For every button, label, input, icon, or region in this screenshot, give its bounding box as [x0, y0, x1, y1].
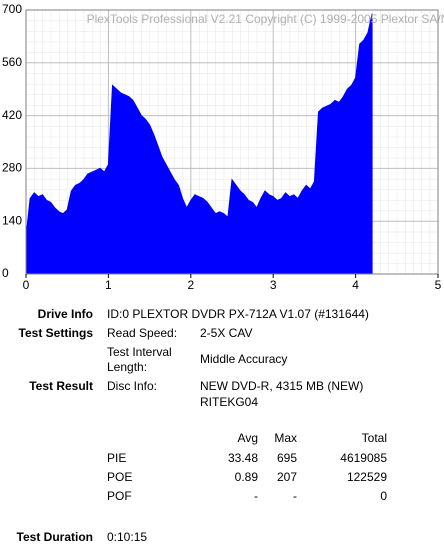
x-tick-label: 3 — [270, 278, 277, 292]
label: Disc Info: — [107, 379, 158, 393]
cell: 0.89 — [234, 470, 258, 484]
plot — [25, 13, 373, 275]
watermark: PlexTools Professional V2.21 Copyright (… — [87, 12, 444, 26]
cell: - — [254, 489, 258, 503]
y-tick-label: 700 — [2, 2, 22, 16]
x-tick-label: 1 — [105, 278, 112, 292]
cell: PIE — [107, 451, 127, 465]
label: Test Interval Length: — [107, 345, 172, 374]
x-tick-label: 4 — [352, 278, 359, 292]
value: Middle Accuracy — [200, 352, 288, 366]
value: 0:10:15 — [107, 530, 148, 544]
cell: Total — [361, 431, 387, 445]
cell: 695 — [276, 451, 297, 465]
value: 2-5X CAV — [200, 326, 253, 340]
label: Test Duration — [16, 530, 93, 544]
cell: 122529 — [346, 470, 387, 484]
y-tick-label: 280 — [2, 161, 22, 175]
label: Read Speed: — [107, 326, 178, 340]
chart: PlexTools Professional V2.21 Copyright (… — [2, 2, 444, 292]
cell: 207 — [276, 470, 297, 484]
cell: Max — [274, 431, 297, 445]
x-tick-label: 0 — [23, 278, 30, 292]
pie-area — [25, 13, 373, 275]
cell: POF — [107, 489, 132, 503]
plot-frame — [25, 9, 439, 275]
y-tick-label: 0 — [2, 266, 9, 280]
label: Test Result — [29, 379, 93, 393]
cell: 4619085 — [340, 451, 387, 465]
cell: Avg — [237, 431, 258, 445]
x-tick-label: 5 — [435, 278, 442, 292]
y-tick-label: 420 — [2, 108, 22, 122]
label: Test Settings — [18, 326, 93, 340]
cell: POE — [107, 470, 133, 484]
cell: 0 — [380, 489, 387, 503]
value: ID:0 PLEXTOR DVDR PX-712A V1.07 (#131644… — [107, 307, 369, 321]
cell: 33.48 — [227, 451, 258, 465]
value: NEW DVD-R, 4315 MB (NEW) — [200, 379, 364, 393]
y-tick-label: 560 — [2, 55, 22, 69]
ticks: 0 140 280 420 560 700 0 1 2 3 4 5 — [2, 2, 442, 292]
cell: - — [293, 489, 297, 503]
label: Drive Info — [37, 307, 93, 321]
y-tick-label: 140 — [2, 213, 22, 227]
value: RITEKG04 — [200, 395, 259, 409]
x-tick-label: 2 — [187, 278, 194, 292]
